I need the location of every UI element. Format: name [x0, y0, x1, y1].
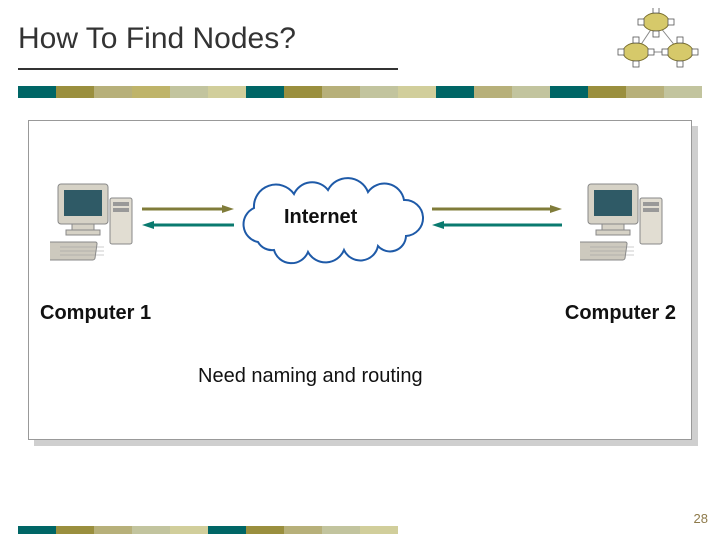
- network-decoration-icon: [614, 8, 706, 68]
- computer1-label: Computer 1: [40, 302, 151, 325]
- arrow-cloud-to-r: [432, 204, 562, 214]
- page-title: How To Find Nodes?: [18, 22, 296, 56]
- page-number: 28: [694, 511, 708, 526]
- arrow-l-to-cloud: [142, 204, 234, 214]
- computer2-label: Computer 2: [565, 302, 676, 325]
- computer-right-icon: [580, 180, 670, 270]
- arrow-cloud-to-l: [142, 220, 234, 230]
- stripe-top: [18, 86, 702, 98]
- arrow-r-to-cloud: [432, 220, 562, 230]
- need-text: Need naming and routing: [198, 365, 423, 388]
- computer-left-icon: [50, 180, 140, 270]
- title-underline: [18, 68, 398, 70]
- content-box: [28, 120, 692, 440]
- cloud-label: Internet: [284, 206, 357, 229]
- stripe-bottom: [18, 526, 398, 534]
